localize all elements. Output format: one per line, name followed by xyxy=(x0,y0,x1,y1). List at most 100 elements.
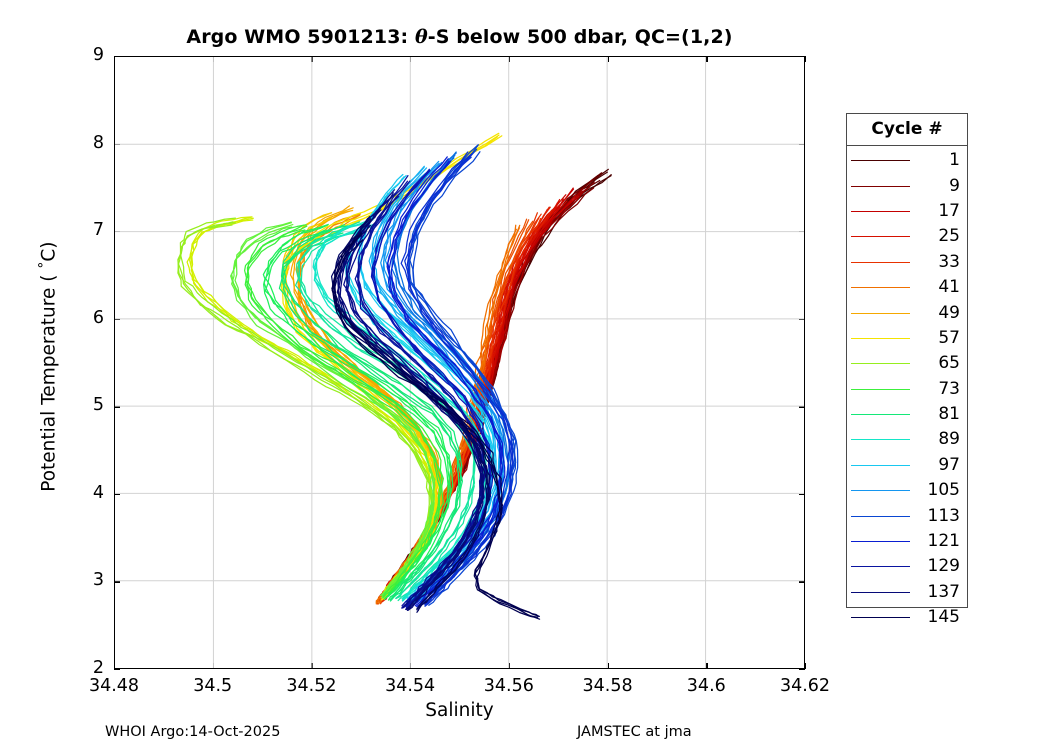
x-axis-tick-top xyxy=(508,56,511,62)
legend-item[interactable]: 57 xyxy=(847,326,967,351)
legend-color-swatch xyxy=(851,490,910,492)
y-axis-tick-right xyxy=(799,669,805,671)
legend-item[interactable]: 121 xyxy=(847,529,967,554)
y-axis-tick-right xyxy=(799,56,805,58)
x-axis-title: Salinity xyxy=(425,700,494,721)
title-prefix: Argo WMO 5901213: xyxy=(186,26,415,48)
legend-item[interactable]: 25 xyxy=(847,224,967,249)
legend-item[interactable]: 9 xyxy=(847,173,967,198)
legend-item[interactable]: 97 xyxy=(847,453,967,478)
x-axis-tick-top xyxy=(805,56,807,62)
legend-item[interactable]: 145 xyxy=(847,605,967,630)
legend-title: Cycle # xyxy=(847,114,967,146)
legend-color-swatch xyxy=(851,312,910,314)
legend-color-swatch xyxy=(851,617,910,619)
legend-color-swatch xyxy=(851,337,910,339)
y-axis-tick xyxy=(114,581,120,583)
legend-item-label: 81 xyxy=(938,404,960,425)
legend-item-label: 9 xyxy=(949,175,960,196)
legend-color-swatch xyxy=(851,185,910,187)
legend-item-label: 89 xyxy=(938,429,960,450)
x-axis-tick xyxy=(410,663,412,669)
y-axis-tick xyxy=(114,493,120,496)
legend-item-label: 113 xyxy=(927,505,960,526)
legend-color-swatch xyxy=(851,363,910,365)
legend-item-label: 73 xyxy=(938,378,960,399)
x-tick-label: 34.54 xyxy=(385,676,436,696)
legend-color-swatch xyxy=(851,541,910,543)
x-tick-label: 34.6 xyxy=(686,676,726,696)
legend-item[interactable]: 81 xyxy=(847,402,967,427)
y-axis-tick xyxy=(114,406,120,408)
x-axis-tick-top xyxy=(607,56,609,62)
footer-source-right: JAMSTEC at jma xyxy=(577,724,692,740)
y-axis-tick xyxy=(114,56,120,58)
legend-item[interactable]: 113 xyxy=(847,503,967,528)
legend-item-label: 65 xyxy=(938,353,960,374)
x-tick-label: 34.5 xyxy=(193,676,233,696)
legend-item-label: 17 xyxy=(938,200,960,221)
legend-color-swatch xyxy=(851,439,910,441)
x-tick-label: 34.58 xyxy=(582,676,633,696)
legend-entries: 1 9 17 25 33 41 49 57 65 73 81 89 xyxy=(847,146,967,630)
x-axis-tick-top xyxy=(114,56,116,62)
legend-item-label: 129 xyxy=(927,556,960,577)
x-tick-label: 34.52 xyxy=(286,676,337,696)
legend-item[interactable]: 73 xyxy=(847,377,967,402)
theta-s-profiles xyxy=(177,132,612,620)
legend-color-swatch xyxy=(851,515,910,517)
y-axis-title: Potential Temperature ( °C) xyxy=(36,241,60,492)
legend: Cycle # 1 9 17 25 33 41 49 57 65 73 xyxy=(846,113,968,626)
legend-item-label: 1 xyxy=(949,150,960,171)
x-axis-tick xyxy=(607,663,609,669)
legend-item-label: 121 xyxy=(927,531,960,552)
footer-source-left: WHOI Argo:14-Oct-2025 xyxy=(105,724,281,740)
legend-item[interactable]: 17 xyxy=(847,199,967,224)
legend-item-label: 49 xyxy=(938,302,960,323)
legend-color-swatch xyxy=(851,566,910,568)
legend-item-label: 97 xyxy=(938,454,960,475)
legend-item-label: 145 xyxy=(927,607,960,628)
legend-item-label: 25 xyxy=(938,226,960,247)
y-axis-tick-right xyxy=(799,406,805,408)
x-axis-tick xyxy=(508,663,511,669)
x-axis-tick xyxy=(114,663,116,669)
x-tick-label: 34.56 xyxy=(483,676,534,696)
title-suffix: -S below 500 dbar, QC=(1,2) xyxy=(427,26,733,48)
legend-item[interactable]: 89 xyxy=(847,427,967,452)
legend-color-swatch xyxy=(851,414,910,416)
legend-color-swatch xyxy=(851,464,910,466)
legend-item[interactable]: 49 xyxy=(847,300,967,325)
x-tick-label: 34.62 xyxy=(779,676,831,696)
legend-color-swatch xyxy=(851,210,910,212)
plot-area xyxy=(114,56,805,669)
legend-item-label: 137 xyxy=(927,581,960,602)
y-axis-tick xyxy=(114,669,120,671)
x-tick-label: 34.48 xyxy=(88,676,140,696)
legend-item-label: 105 xyxy=(927,480,960,501)
page-title: Argo WMO 5901213: θ-S below 500 dbar, QC… xyxy=(114,26,805,48)
legend-item-label: 41 xyxy=(938,277,960,298)
legend-color-swatch xyxy=(851,261,910,263)
legend-item[interactable]: 105 xyxy=(847,478,967,503)
legend-item[interactable]: 65 xyxy=(847,351,967,376)
degree-symbol: ° xyxy=(36,261,53,269)
theta-symbol: θ xyxy=(414,26,428,48)
legend-item-label: 33 xyxy=(938,251,960,272)
y-axis-tick-right xyxy=(799,493,805,496)
x-axis-tick-top xyxy=(410,56,412,62)
x-axis-tick xyxy=(706,663,708,669)
legend-color-swatch xyxy=(851,236,910,238)
x-axis-tick xyxy=(805,663,807,669)
legend-color-swatch xyxy=(851,287,910,289)
legend-item[interactable]: 1 xyxy=(847,148,967,173)
legend-color-swatch xyxy=(851,388,910,390)
legend-item[interactable]: 137 xyxy=(847,580,967,605)
legend-color-swatch xyxy=(851,591,910,593)
legend-item[interactable]: 129 xyxy=(847,554,967,579)
legend-item[interactable]: 41 xyxy=(847,275,967,300)
legend-item[interactable]: 33 xyxy=(847,250,967,275)
y-axis-tick-right xyxy=(799,581,805,583)
legend-color-swatch xyxy=(851,160,910,162)
legend-item-label: 57 xyxy=(938,327,960,348)
